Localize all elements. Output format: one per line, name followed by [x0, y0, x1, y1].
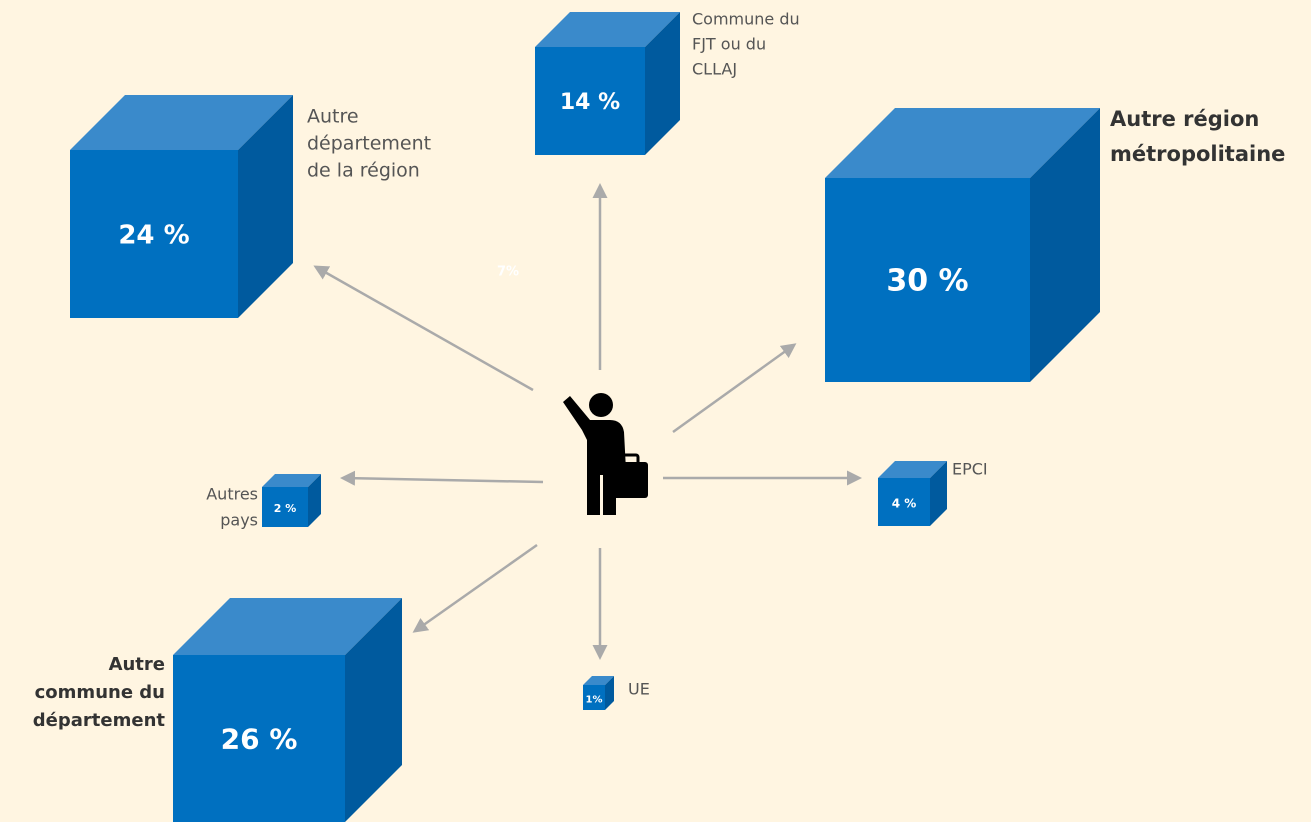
cube-value: 2 % — [274, 502, 297, 515]
note: 7% — [497, 265, 519, 280]
cube-side — [645, 12, 680, 155]
cube-value: 30 % — [886, 264, 968, 299]
cube-value: 4 % — [892, 497, 917, 511]
cube-front — [535, 47, 645, 155]
node-label: de la région — [307, 160, 420, 182]
node-label: Autre — [307, 106, 359, 128]
cube-node: 2 % Autres pays — [206, 474, 321, 530]
cube-top — [583, 676, 614, 685]
arrow — [412, 543, 538, 633]
cube-value: 1% — [586, 695, 603, 706]
cube-side — [238, 95, 293, 318]
node-label: département — [33, 710, 166, 731]
cube-top — [173, 598, 402, 655]
cube-node: 1% UE — [583, 676, 650, 710]
cube-front — [878, 478, 930, 526]
node-label: Commune du — [692, 10, 800, 29]
cube-front — [173, 655, 345, 822]
cube-side — [308, 474, 321, 527]
cube-node: 4 % EPCI — [878, 460, 988, 526]
node-label: EPCI — [952, 460, 988, 479]
node-label: Autres — [206, 485, 258, 504]
cube-front — [70, 150, 238, 318]
node-label: FJT ou du — [692, 35, 766, 54]
arrow — [340, 470, 544, 486]
node-label: département — [307, 133, 431, 155]
cube-top — [878, 461, 947, 478]
cube-value: 14 % — [560, 90, 620, 115]
arrows — [313, 183, 862, 660]
cube-side — [605, 676, 614, 710]
cube-front — [262, 487, 308, 527]
cube-node: 30 % Autre région métropolitaine — [825, 107, 1285, 382]
node-label: Autre — [109, 654, 165, 675]
node-label: métropolitaine — [1110, 142, 1285, 166]
cube-node: 24 % Autre département de la région — [70, 95, 431, 318]
traveler-icon — [563, 393, 648, 515]
cube-top — [262, 474, 321, 487]
cube-value: 26 % — [221, 723, 298, 756]
cube-side — [930, 461, 947, 526]
cube-front — [825, 178, 1030, 382]
cube-node: 26 % Autre commune du département — [33, 598, 402, 822]
node-label: UE — [628, 680, 650, 699]
arrow — [672, 343, 797, 434]
node-label: commune du — [35, 682, 165, 703]
cube-top — [535, 12, 680, 47]
cube-node: 14 % Commune du FJT ou du CLLAJ — [535, 10, 800, 155]
node-label: CLLAJ — [692, 60, 737, 79]
cube-front — [583, 685, 605, 710]
cube-side — [345, 598, 402, 822]
node-label: Autre région — [1110, 107, 1259, 131]
cube-value: 24 % — [118, 221, 189, 251]
cube-top — [825, 108, 1100, 178]
cube-side — [1030, 108, 1100, 382]
node-label: pays — [220, 511, 258, 530]
cube-top — [70, 95, 293, 150]
arrow — [313, 265, 534, 392]
